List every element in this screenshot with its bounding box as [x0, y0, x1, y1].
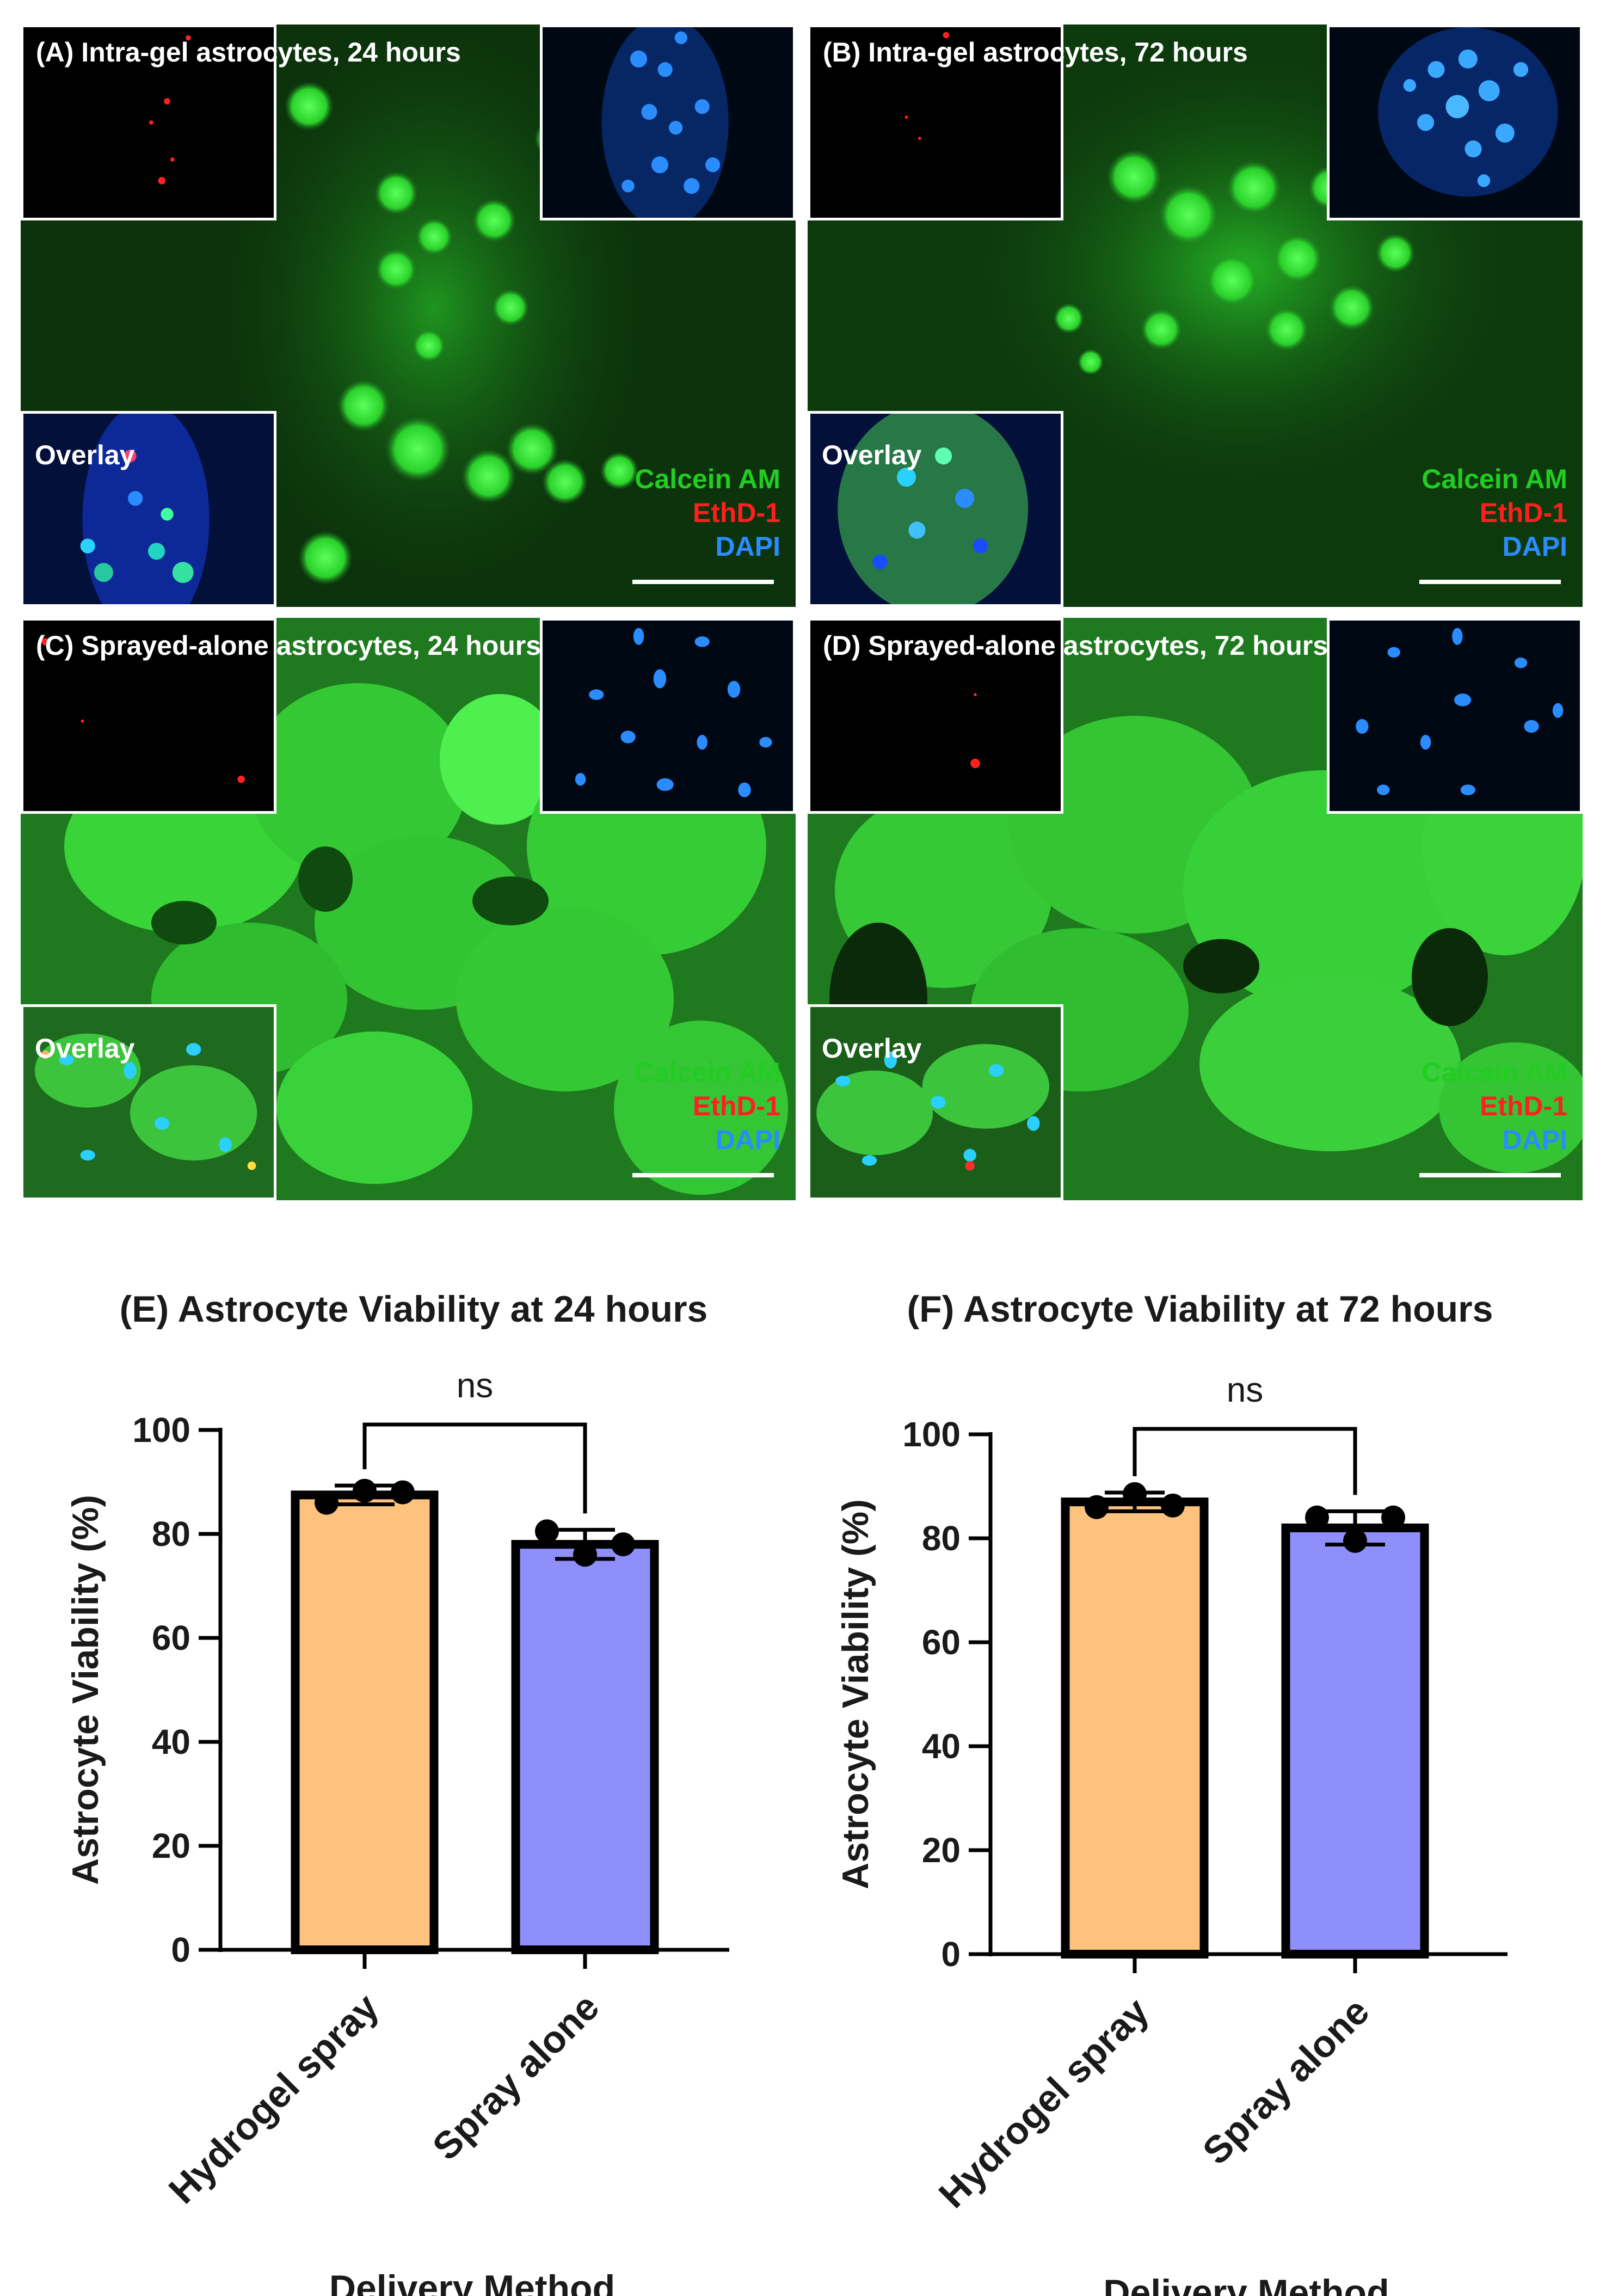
stain-legend-c: Calcein AM EthD-1 DAPI: [635, 1055, 780, 1157]
category-label: Hydrogel spray: [931, 1990, 1157, 2216]
overlay-label-b: Overlay: [822, 440, 922, 470]
x-axis-label: Delivery Method: [329, 2268, 615, 2296]
legend-dapi: DAPI: [1502, 531, 1567, 562]
dapi-inset-c: [540, 618, 796, 814]
y-tick-label: 20: [152, 1826, 190, 1865]
bar-0: [1061, 1497, 1209, 1959]
data-point: [391, 1480, 415, 1505]
overlay-label-a: Overlay: [35, 440, 135, 470]
y-tick-label: 100: [132, 1410, 190, 1450]
panel-d-title: (D) Sprayed-alone astrocytes, 72 hours: [823, 630, 1328, 661]
micrograph-panel-d: (D) Sprayed-alone astrocytes, 72 hours O…: [808, 618, 1583, 1200]
micrograph-panel-a: (A) Intra-gel astrocytes, 24 hours Overl…: [21, 24, 796, 607]
y-tick-label: 0: [171, 1930, 190, 1969]
bar-0: [291, 1490, 439, 1954]
data-point: [1161, 1493, 1185, 1518]
y-tick-label: 40: [152, 1722, 190, 1761]
overlay-label-d: Overlay: [822, 1033, 922, 1064]
significance-bracket: [362, 1422, 587, 1514]
viability-bar-charts: (E) Astrocyte Viability at 24 hours Hydro…: [65, 1288, 1507, 2296]
legend-ethd: EthD-1: [1479, 498, 1567, 528]
category-label: Spray alone: [424, 1985, 607, 2168]
y-axis-label: Astrocyte Viability (%): [835, 1499, 876, 1889]
bar-1: [1281, 1523, 1429, 1959]
data-point: [1381, 1505, 1405, 1530]
chart-title: (E) Astrocyte Viability at 24 hours: [120, 1288, 708, 1330]
chart-e: (E) Astrocyte Viability at 24 hours Hydro…: [65, 1288, 729, 2296]
y-axis-label: Astrocyte Viability (%): [65, 1495, 106, 1885]
legend-dapi: DAPI: [715, 1125, 780, 1155]
overlay-inset-d: [808, 1004, 1063, 1200]
stain-legend-a: Calcein AM EthD-1 DAPI: [635, 462, 780, 563]
ethd-inset-b: [808, 24, 1063, 220]
category-label: Spray alone: [1195, 1990, 1377, 2172]
scale-bar-a: [632, 580, 774, 584]
data-point: [1085, 1495, 1109, 1519]
chart-title: (F) Astrocyte Viability at 72 hours: [907, 1288, 1493, 1330]
legend-ethd: EthD-1: [692, 1091, 780, 1121]
legend-calcein: Calcein AM: [1422, 1057, 1567, 1088]
legend-dapi: DAPI: [1502, 1125, 1567, 1155]
legend-calcein: Calcein AM: [635, 1057, 780, 1088]
overlay-label-c: Overlay: [35, 1033, 135, 1064]
legend-dapi: DAPI: [715, 531, 780, 562]
data-point: [315, 1490, 339, 1515]
y-tick-label: 100: [902, 1415, 961, 1454]
significance-label: ns: [1227, 1370, 1264, 1409]
significance-bracket: [1133, 1427, 1357, 1495]
legend-calcein: Calcein AM: [635, 464, 780, 494]
significance-label: ns: [457, 1366, 494, 1405]
dapi-inset-b: [1327, 24, 1583, 220]
legend-ethd: EthD-1: [1479, 1091, 1567, 1121]
scale-bar-d: [1419, 1173, 1561, 1177]
micrograph-panel-b: (B) Intra-gel astrocytes, 72 hours Overl…: [808, 24, 1583, 607]
category-label: Hydrogel spray: [161, 1985, 387, 2212]
legend-calcein: Calcein AM: [1422, 464, 1567, 494]
overlay-inset-c: [21, 1004, 276, 1200]
y-tick-label: 40: [922, 1727, 961, 1766]
panel-a-title: (A) Intra-gel astrocytes, 24 hours: [36, 37, 461, 67]
data-point: [573, 1543, 597, 1567]
scale-bar-c: [632, 1173, 774, 1177]
ethd-inset-a: [21, 24, 276, 220]
y-tick-label: 60: [152, 1618, 190, 1657]
bar-1: [511, 1540, 659, 1954]
data-point: [353, 1478, 377, 1503]
y-tick-label: 60: [922, 1623, 961, 1662]
y-tick-label: 80: [152, 1514, 190, 1554]
scale-bar-b: [1419, 580, 1561, 584]
overlay-inset-b: [808, 411, 1063, 607]
ethd-inset-c: [21, 618, 276, 814]
data-point: [535, 1519, 559, 1544]
panel-c-title: (C) Sprayed-alone astrocytes, 24 hours: [36, 630, 542, 661]
micrograph-panel-c: (C) Sprayed-alone astrocytes, 24 hours O…: [21, 618, 796, 1200]
stain-legend-d: Calcein AM EthD-1 DAPI: [1422, 1055, 1567, 1157]
x-axis-label: Delivery Method: [1103, 2272, 1389, 2296]
data-point: [611, 1532, 635, 1557]
chart-f: (F) Astrocyte Viability at 72 hours Hydro…: [835, 1288, 1507, 2296]
panel-b-title: (B) Intra-gel astrocytes, 72 hours: [823, 37, 1248, 67]
legend-ethd: EthD-1: [692, 498, 780, 528]
dapi-inset-a: [540, 24, 796, 220]
data-point: [1123, 1482, 1147, 1506]
overlay-inset-a: [21, 411, 276, 607]
ethd-inset-d: [808, 618, 1063, 814]
data-point: [1305, 1505, 1329, 1530]
dapi-inset-d: [1327, 618, 1583, 814]
stain-legend-b: Calcein AM EthD-1 DAPI: [1422, 462, 1567, 563]
y-tick-label: 0: [941, 1935, 961, 1974]
y-tick-label: 80: [922, 1519, 961, 1558]
viability-charts: (E) Astrocyte Viability at 24 hours Hydro…: [0, 1252, 1606, 2296]
y-tick-label: 20: [922, 1831, 961, 1870]
data-point: [1343, 1528, 1367, 1553]
